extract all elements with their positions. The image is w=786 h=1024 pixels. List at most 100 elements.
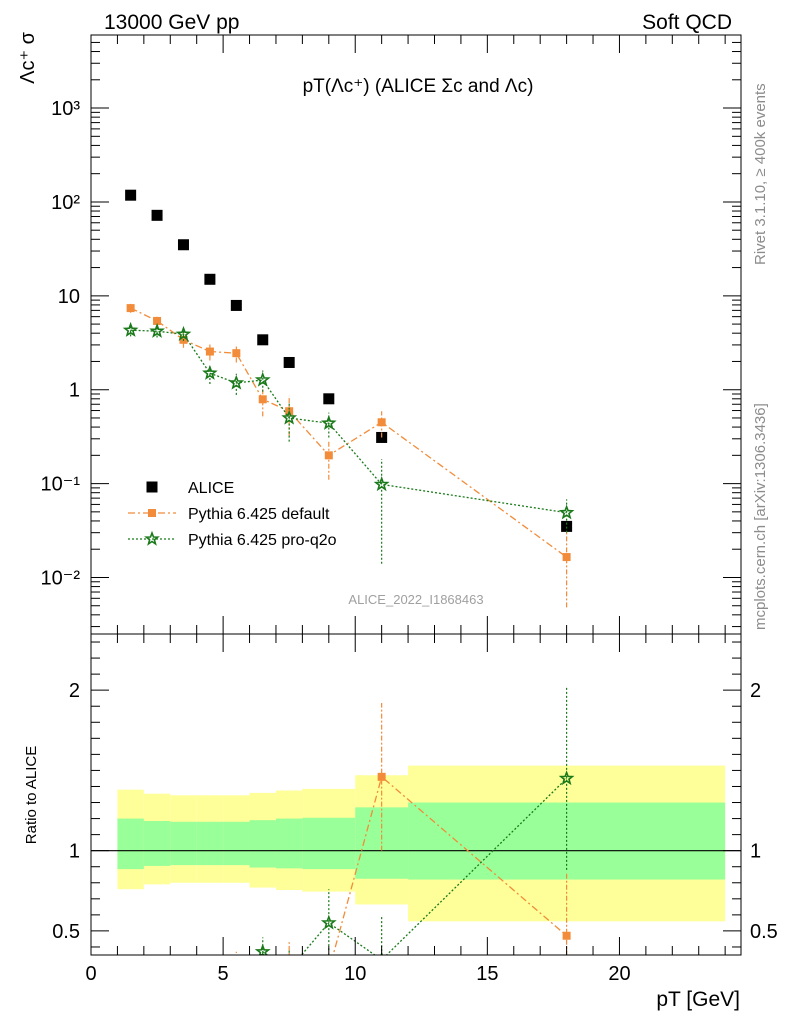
x-tick-label: 20 bbox=[608, 963, 630, 985]
data-point bbox=[205, 347, 214, 356]
ratio-y-tick-label: 2 bbox=[69, 680, 80, 702]
main-data bbox=[122, 189, 575, 608]
inner-band-bin bbox=[223, 821, 250, 866]
main-y-tick-label: 10⁻² bbox=[41, 567, 81, 589]
ratio-y-tick-label: 0.5 bbox=[52, 921, 80, 943]
x-tick-label: 0 bbox=[85, 963, 96, 985]
ratio-y-tick-label: 1 bbox=[69, 841, 80, 863]
ratio-data-point bbox=[125, 999, 136, 1010]
data-point bbox=[373, 476, 390, 492]
ratio-data-point bbox=[259, 970, 267, 978]
legend-marker bbox=[148, 509, 156, 517]
series-alice bbox=[125, 189, 573, 532]
ratio-tick-labels: 0.5 0.51 12 20 5 10 15 20 bbox=[52, 680, 778, 985]
data-point bbox=[202, 364, 218, 380]
ratio-data-point bbox=[153, 995, 161, 1003]
legend-entry: Pythia 6.425 pro-q2o bbox=[128, 530, 337, 549]
series-line bbox=[130, 307, 567, 558]
ratio-data-point bbox=[254, 943, 271, 955]
ratio-data-point bbox=[284, 963, 295, 974]
inner-band-bin bbox=[143, 820, 171, 866]
legend-marker bbox=[144, 530, 160, 546]
data-point bbox=[126, 304, 135, 313]
ratio-data-point bbox=[231, 981, 242, 992]
ratio-data-point bbox=[232, 957, 240, 965]
ratio-frame bbox=[90, 633, 742, 956]
ratio-data-point bbox=[320, 914, 337, 930]
data-point bbox=[377, 418, 386, 427]
ratio-data-point bbox=[127, 997, 135, 1005]
data-point bbox=[149, 322, 165, 338]
data-point bbox=[281, 409, 298, 425]
data-point bbox=[125, 189, 137, 201]
data-point bbox=[558, 504, 575, 520]
legend-label: Pythia 6.425 pro-q2o bbox=[188, 532, 337, 549]
main-y-tick-label: 10 bbox=[58, 286, 80, 308]
series-pythia-6-425-default bbox=[126, 303, 571, 608]
rivet-version-label: Rivet 3.1.10, ≥ 400k events bbox=[752, 83, 769, 265]
header-right: Soft QCD bbox=[642, 11, 732, 34]
legend-marker bbox=[146, 481, 158, 493]
ratio-y-axis-label: Ratio to ALICE bbox=[23, 746, 40, 844]
data-point bbox=[561, 520, 573, 532]
ratio-series-line bbox=[332, 775, 568, 955]
ratio-data-point bbox=[178, 988, 189, 999]
data-point bbox=[258, 395, 267, 404]
data-point bbox=[323, 393, 335, 405]
legend: ALICE Pythia 6.425 default Pythia 6.425 pr… bbox=[128, 480, 337, 549]
main-y-axis-label: Λc⁺ σ bbox=[17, 31, 39, 83]
inner-band-bin bbox=[249, 820, 276, 868]
data-point bbox=[228, 374, 245, 390]
legend-entry: ALICE bbox=[146, 480, 234, 497]
x-tick-label: 5 bbox=[218, 963, 229, 985]
inner-band-bin bbox=[196, 821, 224, 866]
ratio-series-pythia-6-425-default bbox=[127, 703, 571, 1005]
main-y-tick-labels: 10⁻² 10⁻¹ 1 10 10² 10³ bbox=[41, 98, 81, 589]
ratio-data-point bbox=[151, 996, 162, 1007]
ratio-data-point bbox=[325, 967, 333, 975]
ratio-data-point bbox=[204, 989, 215, 1000]
x-tick-label: 15 bbox=[476, 963, 498, 985]
data-point bbox=[175, 325, 192, 341]
main-y-tick-label: 10³ bbox=[51, 98, 80, 120]
data-point bbox=[254, 371, 271, 387]
legend-label: ALICE bbox=[188, 480, 234, 497]
ratio-ticks bbox=[90, 634, 741, 955]
main-y-tick-label: 1 bbox=[69, 380, 80, 402]
ratio-data-point bbox=[179, 992, 187, 1000]
data-point bbox=[320, 414, 337, 430]
data-point bbox=[151, 209, 163, 221]
data-point bbox=[324, 451, 333, 460]
legend-entry: Pythia 6.425 default bbox=[128, 506, 330, 523]
ratio-panel: 0.5 0.51 12 20 5 10 15 20 Ratio to ALICE pT [Ge… bbox=[23, 633, 778, 1011]
main-plot-area bbox=[91, 35, 741, 634]
data-point bbox=[257, 334, 269, 346]
series-pythia-6-425-pro-q2o bbox=[122, 321, 575, 564]
ratio-data-point bbox=[558, 770, 575, 786]
main-y-tick-label: 10⁻¹ bbox=[41, 474, 81, 496]
ratio-data-point bbox=[285, 959, 293, 967]
main-y-tick-label: 10² bbox=[51, 192, 80, 214]
data-point bbox=[232, 349, 241, 358]
inner-band-bin bbox=[117, 818, 144, 870]
ratio-y-tick-label-right: 2 bbox=[750, 680, 761, 702]
data-point bbox=[562, 553, 571, 562]
analysis-watermark: ALICE_2022_I1868463 bbox=[348, 592, 483, 607]
main-panel: 10⁻² 10⁻¹ 1 10 10² 10³ pT(Λc⁺) (ALICE Σc and … bbox=[17, 31, 742, 635]
data-point bbox=[177, 239, 189, 251]
inner-band-bin bbox=[275, 818, 303, 869]
inner-band-bin bbox=[170, 821, 197, 866]
ratio-data-point bbox=[562, 931, 571, 940]
inner-band-bin bbox=[302, 817, 356, 870]
header-left: 13000 GeV pp bbox=[104, 11, 239, 34]
ratio-y-tick-label-right: 1 bbox=[750, 841, 761, 863]
data-point bbox=[230, 299, 242, 311]
series-line bbox=[130, 329, 567, 514]
ratio-y-tick-label-right: 0.5 bbox=[750, 921, 778, 943]
legend-label: Pythia 6.425 default bbox=[188, 506, 330, 523]
data-point bbox=[153, 316, 162, 325]
x-axis-label: pT [GeV] bbox=[656, 988, 740, 1011]
ratio-data-point bbox=[206, 980, 214, 988]
ratio-data-point bbox=[377, 772, 386, 781]
